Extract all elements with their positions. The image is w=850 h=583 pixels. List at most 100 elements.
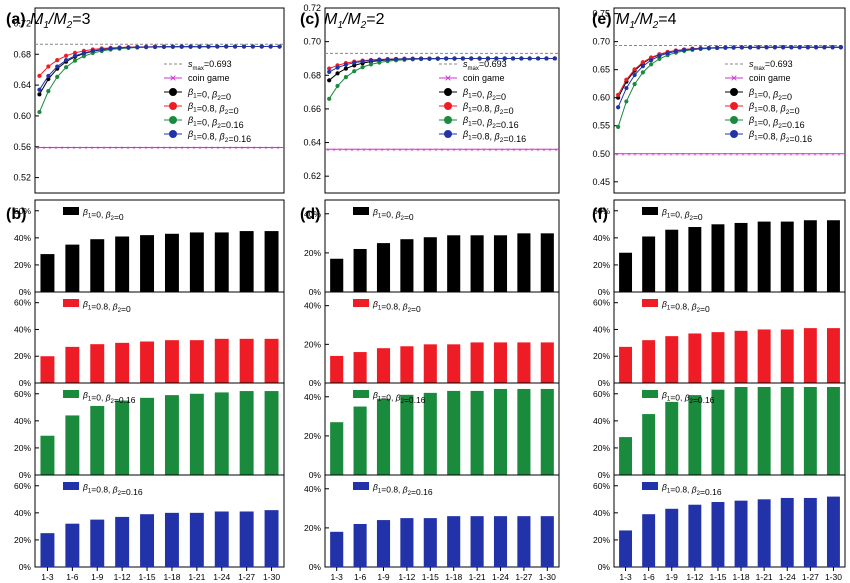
bar — [734, 222, 748, 292]
bar — [517, 388, 531, 475]
legend-series-marker — [730, 116, 738, 124]
y-tick-label: 20% — [304, 523, 321, 533]
y-tick-label: 0.60 — [592, 93, 610, 103]
coin-game-marker: × — [747, 152, 751, 158]
data-point — [179, 44, 184, 49]
data-point — [335, 71, 340, 76]
y-tick-label: 0.64 — [303, 138, 321, 148]
bar — [189, 393, 204, 475]
bar — [540, 516, 554, 567]
data-point — [64, 53, 69, 58]
data-point — [797, 45, 802, 50]
x-tick-label: 1-21 — [469, 572, 486, 582]
y-tick-label: 0% — [309, 562, 322, 572]
series-line — [617, 46, 841, 108]
data-point — [624, 77, 629, 82]
coin-game-marker: × — [326, 148, 330, 154]
coin-game-marker: × — [186, 146, 190, 152]
legend-series-label: β1=0, β2=0.16 — [462, 115, 519, 130]
coin-game-marker: × — [789, 152, 793, 158]
bar — [214, 392, 229, 475]
bar — [115, 516, 130, 567]
coin-game-marker: × — [729, 152, 733, 158]
coin-game-marker: × — [374, 148, 378, 154]
coin-game-marker: × — [657, 152, 661, 158]
coin-game-marker: × — [723, 152, 727, 158]
bar — [264, 391, 279, 475]
y-tick-label: 60% — [593, 206, 610, 216]
data-point — [640, 60, 645, 65]
bar — [619, 252, 633, 292]
coin-game-marker: × — [470, 148, 474, 154]
data-point — [805, 45, 810, 50]
legend-series-marker — [169, 102, 177, 110]
bar — [264, 510, 279, 567]
legend-swatch — [353, 390, 369, 398]
data-point — [241, 44, 247, 49]
legend-series-label: β1=0.8, β2=0.16 — [748, 129, 812, 144]
bar — [90, 405, 105, 475]
y-tick-label: 0.68 — [303, 70, 321, 80]
series-line — [328, 57, 555, 73]
bar-panel-b: 0% 20% 40% 60% β1=0, β2=0 (b) 0% 20% 40% 60% β1=0.… — [6, 199, 285, 582]
bar — [688, 333, 702, 383]
bar — [780, 387, 794, 475]
bar — [734, 500, 748, 567]
data-point — [822, 45, 827, 50]
bar — [239, 231, 254, 292]
coin-game-marker: × — [246, 146, 250, 152]
bar — [214, 338, 229, 383]
data-point — [435, 56, 440, 61]
coin-game-marker: × — [422, 148, 426, 154]
bar — [642, 340, 656, 383]
x-tick-label: 1-9 — [666, 572, 679, 582]
bar — [90, 519, 105, 567]
coin-game-marker: × — [615, 152, 619, 158]
data-point — [46, 89, 51, 94]
y-tick-label: 20% — [14, 535, 31, 545]
x-tick-label: 1-12 — [114, 572, 131, 582]
coin-game-marker: × — [368, 148, 372, 154]
coin-game-marker: × — [813, 152, 817, 158]
coin-game-marker: × — [222, 146, 226, 152]
coin-game-marker: × — [753, 152, 757, 158]
bar — [330, 531, 344, 567]
bar — [330, 355, 344, 383]
y-tick-label: 20% — [14, 260, 31, 270]
y-tick-label: 0.56 — [13, 142, 31, 152]
legend-series-marker — [444, 102, 452, 110]
data-point — [469, 56, 474, 61]
bar — [115, 400, 130, 475]
y-tick-label: 0.66 — [303, 104, 321, 114]
coin-game-marker: × — [741, 152, 745, 158]
x-tick-label: 1-27 — [238, 572, 255, 582]
data-point — [419, 56, 424, 61]
legend-series-label: β1=0.8, β2=0.16 — [462, 129, 526, 144]
coin-game-marker: × — [428, 148, 432, 154]
y-tick-label: 60% — [14, 481, 31, 491]
data-point — [552, 56, 557, 61]
data-point — [519, 56, 524, 61]
legend-swatch — [642, 390, 658, 398]
data-point — [536, 56, 541, 61]
y-tick-label: 60% — [14, 298, 31, 308]
data-point — [37, 87, 42, 92]
data-point — [494, 56, 499, 61]
data-point — [37, 73, 42, 78]
data-point — [152, 44, 158, 49]
data-point — [232, 44, 238, 49]
coin-game-marker: × — [639, 152, 643, 158]
x-tick-label: 1-9 — [91, 572, 104, 582]
legend-swatch — [63, 390, 79, 398]
legend-label: β1=0.8, β2=0.16 — [372, 482, 433, 497]
bar — [140, 397, 155, 475]
bar — [493, 388, 508, 475]
coin-game-marker: × — [494, 148, 498, 154]
data-point — [632, 72, 637, 78]
line-panel-e: 0.450.500.550.600.650.700.75× × × × × × × × × × × ×… — [592, 7, 846, 194]
x-tick-label: 1-9 — [377, 572, 390, 582]
legend-coin-label: coin game — [463, 73, 505, 83]
line-panel-a: 0.520.560.600.640.680.72× × × × × × × × × × × × × × × ×… — [6, 7, 285, 194]
bar — [90, 239, 105, 292]
data-point — [756, 45, 761, 50]
